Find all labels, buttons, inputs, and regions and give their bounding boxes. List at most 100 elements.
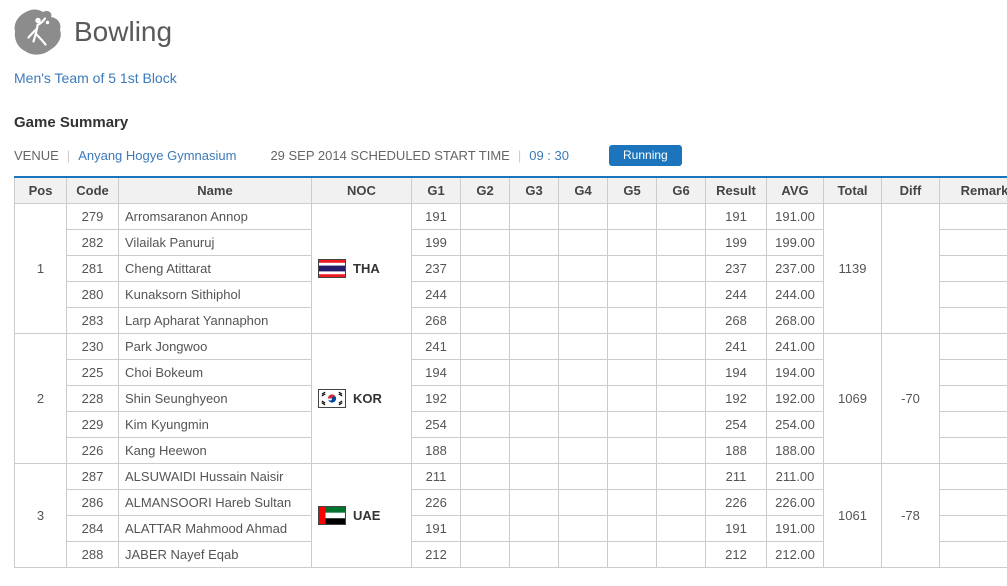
column-header-g4: G4 [558,176,608,204]
code-cell: 226 [66,436,119,464]
app-header: Bowling [0,0,1007,56]
result-cell: 254 [705,410,767,438]
g6-cell [656,358,706,386]
player-row: 280 Kunaksorn Sithiphol 244 244 244.00 [15,280,1007,308]
result-cell: 237 [705,254,767,282]
code-cell: 288 [66,540,119,568]
g1-cell: 241 [411,332,461,360]
g3-cell [509,436,559,464]
g5-cell [607,332,657,360]
column-header-g2: G2 [460,176,510,204]
total-cell: 1061 [823,462,882,568]
diff-cell: -70 [881,332,940,464]
g5-cell [607,228,657,256]
remark-cell [939,436,1007,464]
g2-cell [460,514,510,542]
g3-cell [509,540,559,568]
g6-cell [656,410,706,438]
player-row: 284 ALATTAR Mahmood Ahmad 191 191 191.00 [15,514,1007,542]
event-link[interactable]: Men's Team of 5 1st Block [14,70,177,86]
column-header-name: Name [118,176,312,204]
player-row: 226 Kang Heewon 188 188 188.00 [15,436,1007,464]
avg-cell: 254.00 [766,410,824,438]
result-cell: 188 [705,436,767,464]
noc-cell: UAE [311,462,412,568]
noc-label: UAE [353,507,381,523]
player-row: 286 ALMANSOORI Hareb Sultan 226 226 226.00 [15,488,1007,516]
result-cell: 191 [705,514,767,542]
g3-cell [509,384,559,412]
g3-cell [509,202,559,230]
g3-cell [509,514,559,542]
g3-cell [509,488,559,516]
remark-cell [939,384,1007,412]
g6-cell [656,488,706,516]
result-cell: 226 [705,488,767,516]
name-cell: JABER Nayef Eqab [118,540,312,568]
result-cell: 211 [705,462,767,490]
g2-cell [460,358,510,386]
g5-cell [607,358,657,386]
g1-cell: 211 [411,462,461,490]
code-cell: 282 [66,228,119,256]
section-title: Game Summary [14,114,129,131]
g6-cell [656,384,706,412]
g3-cell [509,358,559,386]
g1-cell: 194 [411,358,461,386]
avg-cell: 226.00 [766,488,824,516]
player-row: 225 Choi Bokeum 194 194 194.00 [15,358,1007,386]
g1-cell: 226 [411,488,461,516]
result-cell: 241 [705,332,767,360]
avg-cell: 237.00 [766,254,824,282]
venue-link[interactable]: Anyang Hogye Gymnasium [78,148,237,163]
g6-cell [656,280,706,308]
g4-cell [558,228,608,256]
g3-cell [509,306,559,334]
g2-cell [460,436,510,464]
results-table-body: 1 279 Arromsaranon Annop THA 191 191 191.00 113… [14,202,1007,568]
avg-cell: 191.00 [766,202,824,230]
code-cell: 287 [66,462,119,490]
flag-tha-icon [318,258,346,278]
total-cell: 1069 [823,332,882,464]
remark-cell [939,358,1007,386]
flag-kor-icon [318,388,346,408]
g2-cell [460,384,510,412]
name-cell: ALMANSOORI Hareb Sultan [118,488,312,516]
diff-cell: -78 [881,462,940,568]
g1-cell: 199 [411,228,461,256]
g2-cell [460,332,510,360]
g2-cell [460,228,510,256]
noc-label: KOR [353,390,382,406]
name-cell: Kunaksorn Sithiphol [118,280,312,308]
g5-cell [607,488,657,516]
column-header-code: Code [66,176,119,204]
g5-cell [607,384,657,412]
g3-cell [509,280,559,308]
code-cell: 286 [66,488,119,516]
pos-cell: 3 [14,462,67,568]
result-cell: 191 [705,202,767,230]
remark-cell [939,410,1007,438]
result-cell: 244 [705,280,767,308]
breadcrumb: Men's Team of 5 1st Block [0,56,1007,86]
flag-uae-icon [318,505,346,525]
code-cell: 229 [66,410,119,438]
g6-cell [656,436,706,464]
code-cell: 279 [66,202,119,230]
name-cell: ALSUWAIDI Hussain Naisir [118,462,312,490]
g4-cell [558,202,608,230]
code-cell: 280 [66,280,119,308]
code-cell: 225 [66,358,119,386]
column-header-avg: AVG [766,176,824,204]
column-header-noc: NOC [311,176,412,204]
g3-cell [509,410,559,438]
remark-cell [939,540,1007,568]
avg-cell: 244.00 [766,280,824,308]
column-header-g1: G1 [411,176,461,204]
g4-cell [558,514,608,542]
name-cell: Cheng Atittarat [118,254,312,282]
total-cell: 1139 [823,202,882,334]
code-cell: 284 [66,514,119,542]
